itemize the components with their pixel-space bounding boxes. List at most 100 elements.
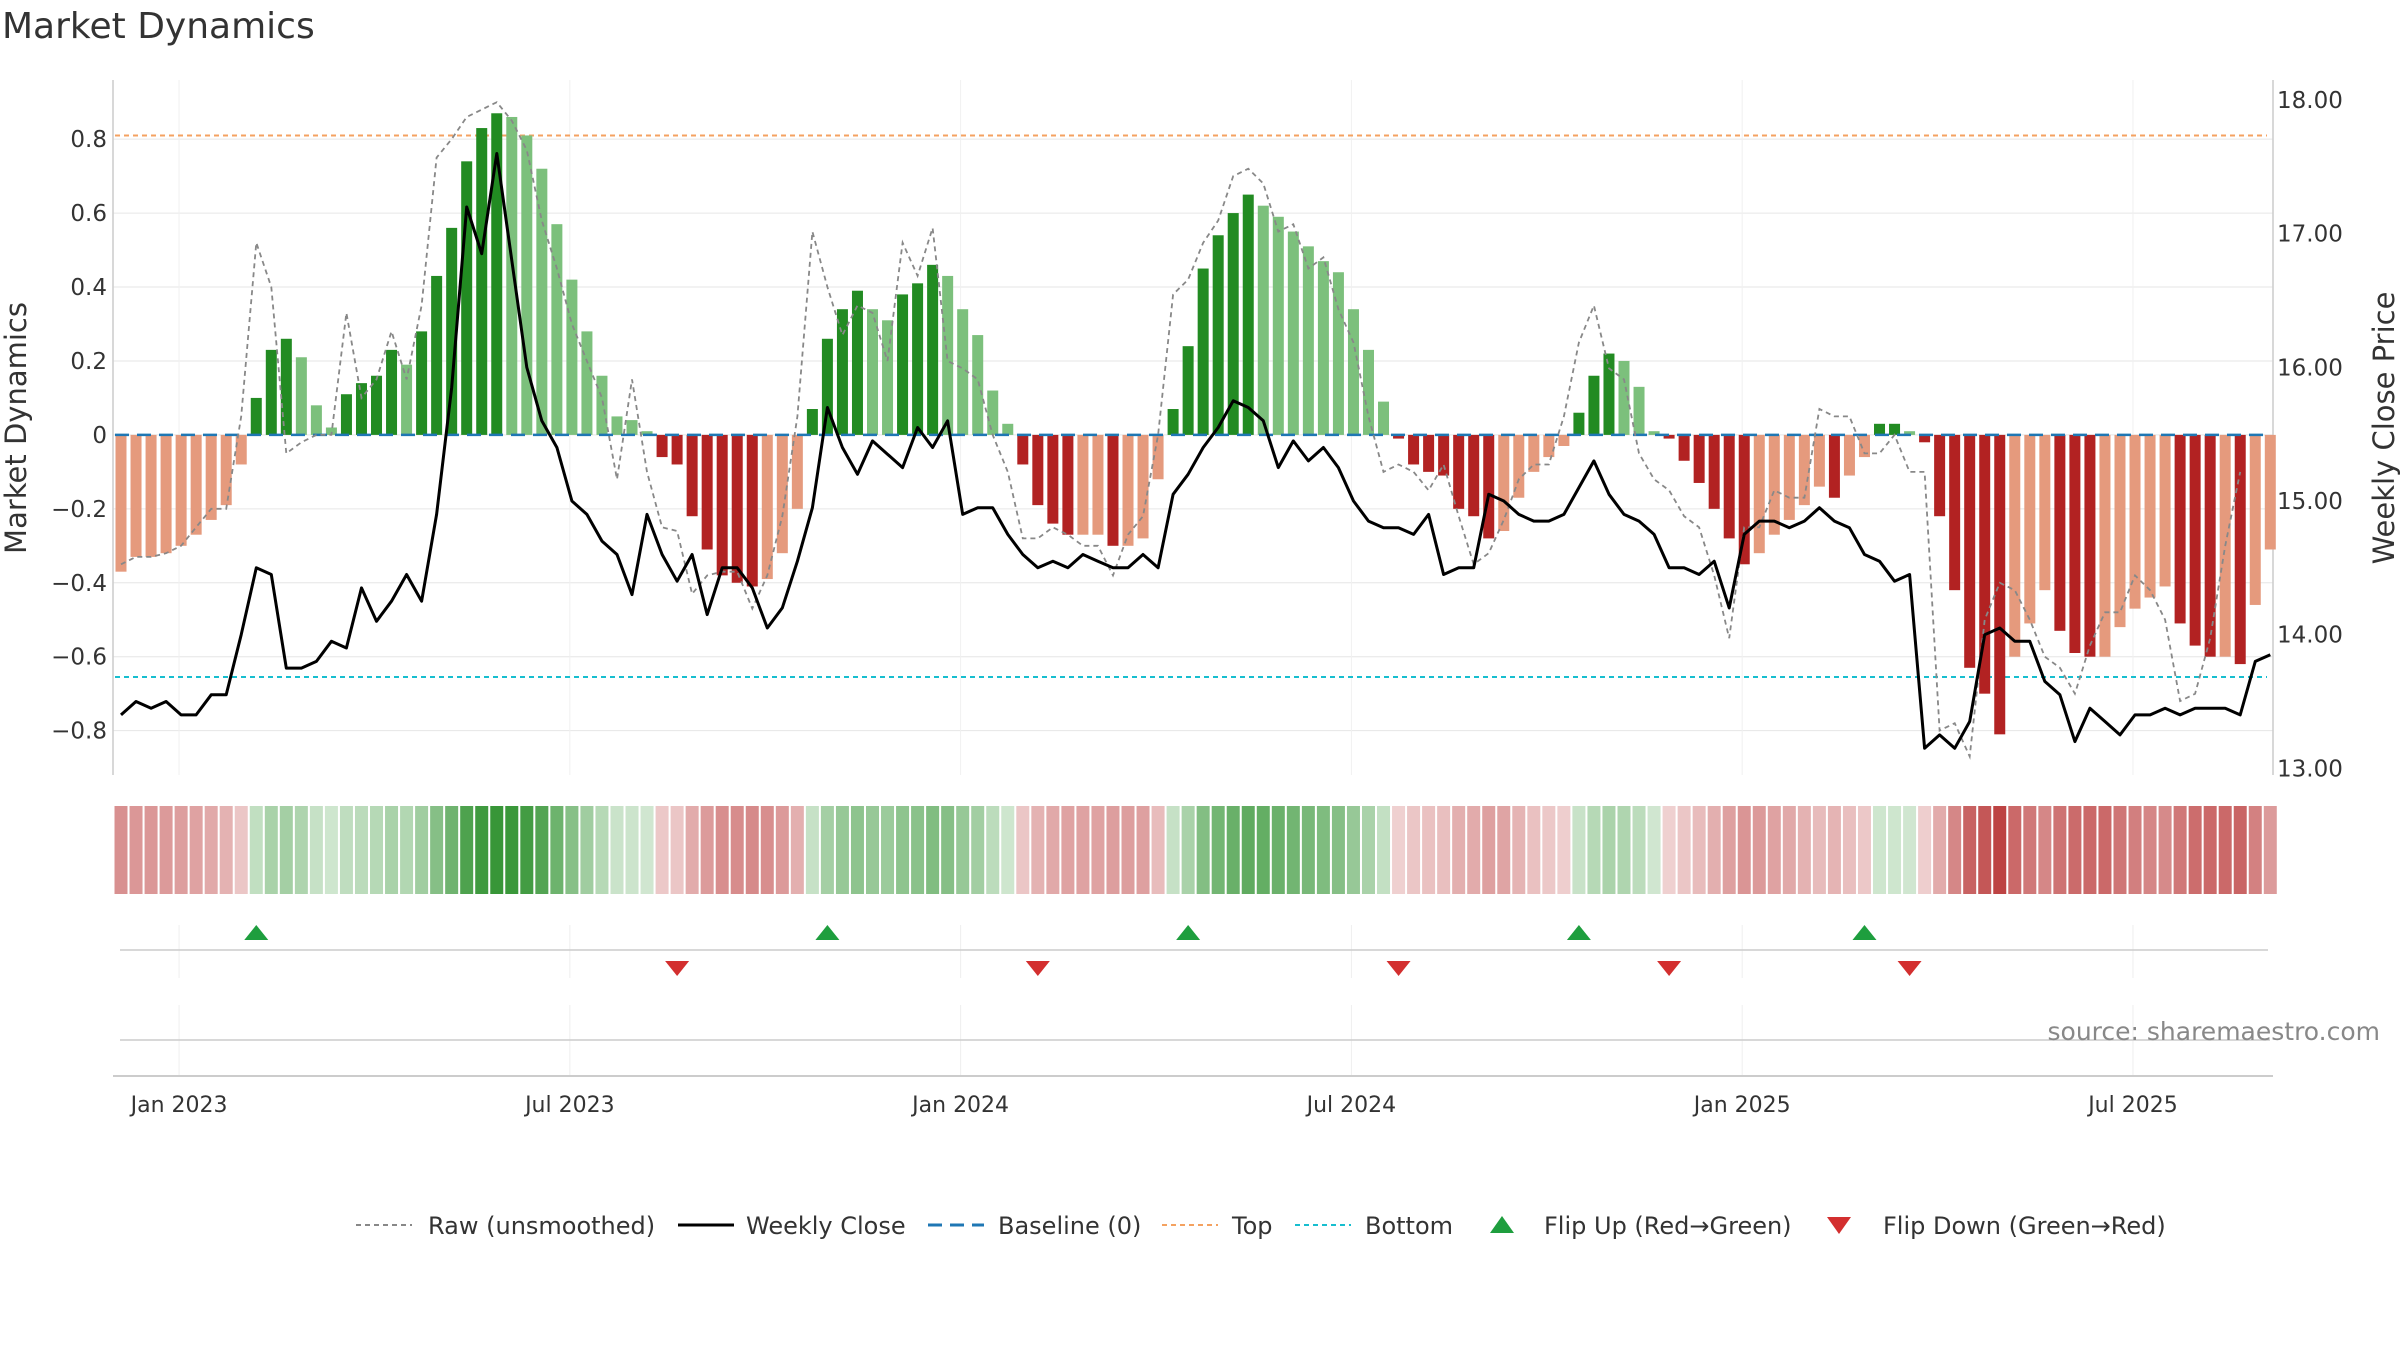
dynamics-bar <box>2054 434 2066 631</box>
heat-strip-cell <box>1797 806 1811 894</box>
dynamics-bar <box>1378 401 1390 435</box>
dynamics-bar <box>2189 434 2201 646</box>
heat-strip-cell <box>2038 806 2052 894</box>
heat-strip-cell <box>1842 806 1856 894</box>
dynamics-bar <box>160 434 172 554</box>
dynamics-bar <box>1919 434 1931 443</box>
y-tick-label-left: −0.6 <box>51 645 107 671</box>
dynamics-bar <box>2069 434 2081 654</box>
dynamics-bar <box>1423 434 1435 472</box>
heat-strip-cell <box>580 806 594 894</box>
dynamics-bar <box>461 161 473 435</box>
dynamics-bar <box>1257 205 1269 435</box>
dynamics-bar <box>2084 434 2096 657</box>
dynamics-bar <box>1633 386 1645 435</box>
flip-down-marker <box>665 961 690 976</box>
dynamics-bar <box>340 394 352 435</box>
heat-strip-cell <box>1557 806 1571 894</box>
dynamics-bar <box>596 375 608 435</box>
heat-strip-cell <box>1782 806 1796 894</box>
heat-strip-cell <box>1091 806 1105 894</box>
heat-strip-cell <box>1647 806 1661 894</box>
dynamics-bar <box>566 279 578 435</box>
heat-strip-cell <box>1001 806 1015 894</box>
heat-strip-cell <box>2158 806 2172 894</box>
dynamics-bar <box>1889 423 1901 435</box>
x-tick-label: Jan 2024 <box>910 1093 1009 1118</box>
dynamics-bar <box>1708 434 1720 509</box>
heat-strip-cell <box>1617 806 1631 894</box>
dynamics-bar <box>1182 346 1194 435</box>
weekly-close-line <box>120 152 2271 750</box>
dynamics-bar <box>656 434 668 458</box>
heat-strip-cell <box>129 806 143 894</box>
dynamics-bar <box>1843 434 1855 476</box>
dynamics-bar <box>295 357 307 435</box>
heat-strip-cell <box>1587 806 1601 894</box>
dynamics-bar <box>731 434 743 583</box>
heat-strip-cell <box>1271 806 1285 894</box>
dynamics-bar <box>611 416 623 435</box>
heat-strip-cell <box>1316 806 1330 894</box>
dynamics-bar <box>1062 434 1074 535</box>
dynamics-bar <box>1408 434 1420 465</box>
dynamics-bar <box>1813 434 1825 487</box>
dynamics-bar <box>1723 434 1735 539</box>
dynamics-bar <box>1167 409 1179 435</box>
dynamics-bar <box>1438 434 1450 476</box>
heat-strip-cell <box>1106 806 1120 894</box>
heat-strip-cell <box>1632 806 1646 894</box>
dynamics-bar <box>2144 434 2156 598</box>
dynamics-bar <box>1738 434 1750 565</box>
dynamics-bar <box>521 135 533 435</box>
dynamics-bar <box>551 224 563 435</box>
heat-strip-cell <box>2143 806 2157 894</box>
heat-strip-cell <box>1226 806 1240 894</box>
heat-strip-cell <box>1993 806 2007 894</box>
y-tick-label-right: 13.00 <box>2277 756 2343 782</box>
heat-strip-cell <box>1346 806 1360 894</box>
dynamics-bar <box>1212 235 1224 435</box>
dynamics-bar <box>130 434 142 557</box>
heat-strip-cell <box>926 806 940 894</box>
dynamics-bar <box>235 434 247 465</box>
heat-strip-cell <box>850 806 864 894</box>
y-tick-label-right: 15.00 <box>2277 489 2343 515</box>
y-tick-label-right: 14.00 <box>2277 623 2343 649</box>
y-axis-label-left: Market Dynamics <box>0 302 33 554</box>
dynamics-bar <box>1197 268 1209 435</box>
heat-strip-cell <box>896 806 910 894</box>
legend-label: Raw (unsmoothed) <box>428 1212 655 1240</box>
dynamics-bar <box>1663 434 1675 439</box>
heat-strip-cell <box>1211 806 1225 894</box>
heat-strip-cell <box>1918 806 1932 894</box>
heat-strip-cell <box>430 806 444 894</box>
y-tick-label-left: 0.2 <box>70 349 107 375</box>
heat-strip-cell <box>1407 806 1421 894</box>
heat-strip-cell <box>2008 806 2022 894</box>
heat-strip-cell <box>1812 806 1826 894</box>
regime-heat-strip <box>114 806 2277 894</box>
dynamics-bar <box>791 434 803 509</box>
dynamics-bar <box>2129 434 2141 609</box>
heat-strip-cell <box>1692 806 1706 894</box>
dynamics-bar <box>1949 434 1961 591</box>
dynamics-bar <box>280 338 292 435</box>
heat-strip-cell <box>1572 806 1586 894</box>
dynamics-bar <box>1332 272 1344 435</box>
heat-strip-cell <box>415 806 429 894</box>
dynamics-bar <box>2024 434 2036 624</box>
heat-strip-cell <box>1482 806 1496 894</box>
heat-strip-cell <box>1046 806 1060 894</box>
dynamics-bar <box>1768 434 1780 535</box>
heat-strip-cell <box>460 806 474 894</box>
heat-strip-cell <box>2263 806 2277 894</box>
dynamics-bar <box>912 283 924 435</box>
dynamics-bar <box>371 375 383 435</box>
heat-strip-cell <box>324 806 338 894</box>
heat-strip-cell <box>1331 806 1345 894</box>
dynamics-bar <box>1137 434 1149 539</box>
dynamics-bar <box>205 434 217 520</box>
dynamics-bar <box>1017 434 1029 465</box>
dynamics-bar <box>1242 194 1254 435</box>
